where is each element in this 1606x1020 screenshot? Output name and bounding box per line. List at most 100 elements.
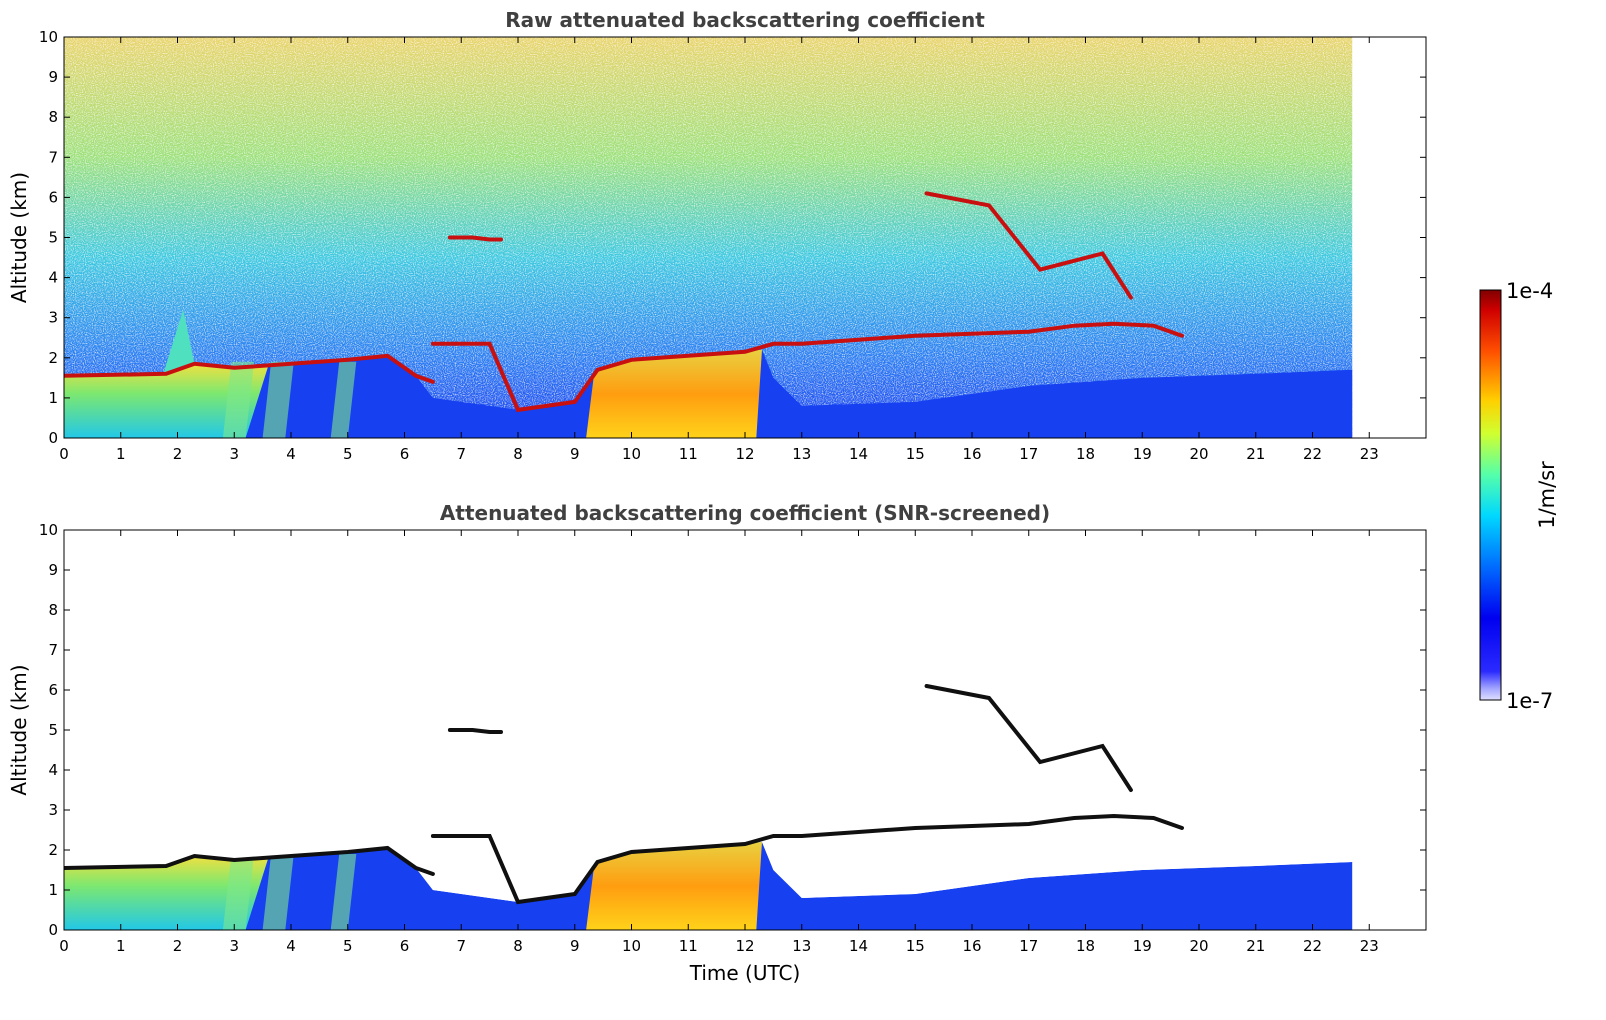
x-tick-label: 2 bbox=[173, 937, 183, 955]
y-tick-label: 7 bbox=[48, 148, 58, 166]
x-tick-label: 8 bbox=[513, 445, 523, 463]
y-tick-label: 5 bbox=[48, 721, 58, 739]
y-tick-label: 6 bbox=[48, 188, 58, 206]
chart-title: Attenuated backscattering coefficient (S… bbox=[440, 501, 1050, 525]
aerosol-streak bbox=[222, 854, 255, 930]
x-tick-label: 23 bbox=[1360, 445, 1379, 463]
y-tick-label: 10 bbox=[39, 28, 58, 46]
x-tick-label: 12 bbox=[735, 445, 754, 463]
y-tick-label: 7 bbox=[48, 641, 58, 659]
colorbar-max-label: 1e-4 bbox=[1506, 279, 1553, 303]
x-tick-label: 11 bbox=[679, 445, 698, 463]
x-tick-label: 4 bbox=[286, 937, 296, 955]
x-tick-label: 5 bbox=[343, 445, 353, 463]
x-tick-label: 13 bbox=[792, 445, 811, 463]
x-tick-label: 14 bbox=[849, 445, 868, 463]
screened-mask bbox=[64, 530, 1353, 902]
heatmap-raw bbox=[64, 37, 1353, 438]
aerosol-plume bbox=[64, 363, 269, 438]
y-tick-label: 1 bbox=[48, 389, 58, 407]
panel-snr: 0 1 2 3 4 5 6 7 8 9 10 11 12 13 14 15 16 17 18 19 20 21 22 2301… bbox=[7, 501, 1427, 985]
aerosol-streak bbox=[222, 361, 255, 438]
y-tick-label: 4 bbox=[48, 269, 58, 287]
y-tick-label: 2 bbox=[48, 841, 58, 859]
x-tick-label: 22 bbox=[1303, 937, 1322, 955]
x-tick-label: 17 bbox=[1019, 937, 1038, 955]
x-tick-label: 11 bbox=[679, 937, 698, 955]
y-tick-label: 3 bbox=[48, 309, 58, 327]
feature-layer bbox=[64, 845, 435, 876]
y-tick-label: 2 bbox=[48, 349, 58, 367]
x-tick-label: 21 bbox=[1246, 937, 1265, 955]
feature-layer bbox=[64, 353, 435, 384]
feature-layer bbox=[430, 321, 1184, 413]
x-tick-label: 18 bbox=[1076, 445, 1095, 463]
heatmap-snr bbox=[64, 530, 1353, 930]
x-tick-label: 4 bbox=[286, 445, 296, 463]
aerosol-streak bbox=[330, 361, 357, 438]
x-tick-label: 17 bbox=[1019, 445, 1038, 463]
x-tick-label: 15 bbox=[906, 937, 925, 955]
y-tick-label: 5 bbox=[48, 229, 58, 247]
y-tick-label: 9 bbox=[48, 561, 58, 579]
colorbar-unit-label: 1/m/sr bbox=[1535, 461, 1559, 529]
aerosol-streak bbox=[262, 854, 294, 930]
x-tick-label: 3 bbox=[229, 445, 239, 463]
x-tick-label: 10 bbox=[622, 937, 641, 955]
x-tick-label: 0 bbox=[59, 445, 69, 463]
x-axis-label: Time (UTC) bbox=[689, 961, 801, 985]
convective-aerosol bbox=[586, 842, 762, 930]
chart-title: Raw attenuated backscattering coefficien… bbox=[505, 8, 985, 32]
x-tick-label: 6 bbox=[400, 937, 410, 955]
y-tick-label: 0 bbox=[48, 921, 58, 939]
y-axis-label: Altitude (km) bbox=[7, 172, 31, 303]
y-tick-label: 3 bbox=[48, 801, 58, 819]
feature-layer bbox=[430, 813, 1184, 905]
x-tick-label: 14 bbox=[849, 937, 868, 955]
y-tick-label: 10 bbox=[39, 521, 58, 539]
x-tick-label: 0 bbox=[59, 937, 69, 955]
x-tick-label: 9 bbox=[570, 445, 580, 463]
aerosol-streak bbox=[262, 361, 294, 438]
x-tick-label: 1 bbox=[116, 937, 126, 955]
feature-layer bbox=[924, 684, 1133, 792]
x-tick-label: 22 bbox=[1303, 445, 1322, 463]
x-tick-label: 6 bbox=[400, 445, 410, 463]
colorbar-min-label: 1e-7 bbox=[1506, 689, 1553, 713]
x-tick-label: 7 bbox=[456, 445, 466, 463]
x-tick-label: 9 bbox=[570, 937, 580, 955]
colorbar: 1e-4 1e-7 1/m/sr bbox=[1479, 279, 1559, 713]
y-axis-label: Altitude (km) bbox=[7, 664, 31, 795]
x-tick-label: 3 bbox=[229, 937, 239, 955]
convective-aerosol bbox=[586, 349, 762, 438]
x-tick-label: 2 bbox=[173, 445, 183, 463]
y-tick-label: 4 bbox=[48, 761, 58, 779]
x-tick-label: 5 bbox=[343, 937, 353, 955]
x-tick-label: 1 bbox=[116, 445, 126, 463]
x-tick-label: 23 bbox=[1360, 937, 1379, 955]
x-tick-label: 18 bbox=[1076, 937, 1095, 955]
y-tick-label: 8 bbox=[48, 108, 58, 126]
x-tick-label: 10 bbox=[622, 445, 641, 463]
x-tick-label: 16 bbox=[962, 445, 981, 463]
x-tick-label: 19 bbox=[1133, 937, 1152, 955]
y-tick-label: 0 bbox=[48, 429, 58, 447]
feature-layer bbox=[924, 191, 1133, 300]
x-tick-label: 19 bbox=[1133, 445, 1152, 463]
aerosol-plume bbox=[64, 856, 269, 930]
aerosol-plume-peak bbox=[163, 309, 195, 374]
feature-layer bbox=[447, 728, 503, 734]
y-tick-label: 6 bbox=[48, 681, 58, 699]
x-tick-label: 15 bbox=[906, 445, 925, 463]
x-tick-label: 8 bbox=[513, 937, 523, 955]
feature-layer bbox=[447, 235, 503, 242]
x-tick-label: 12 bbox=[735, 937, 754, 955]
y-tick-label: 8 bbox=[48, 601, 58, 619]
colorbar-gradient bbox=[1479, 289, 1502, 701]
x-tick-label: 21 bbox=[1246, 445, 1265, 463]
x-tick-label: 20 bbox=[1189, 937, 1208, 955]
x-tick-label: 13 bbox=[792, 937, 811, 955]
y-tick-label: 1 bbox=[48, 881, 58, 899]
y-tick-label: 9 bbox=[48, 68, 58, 86]
